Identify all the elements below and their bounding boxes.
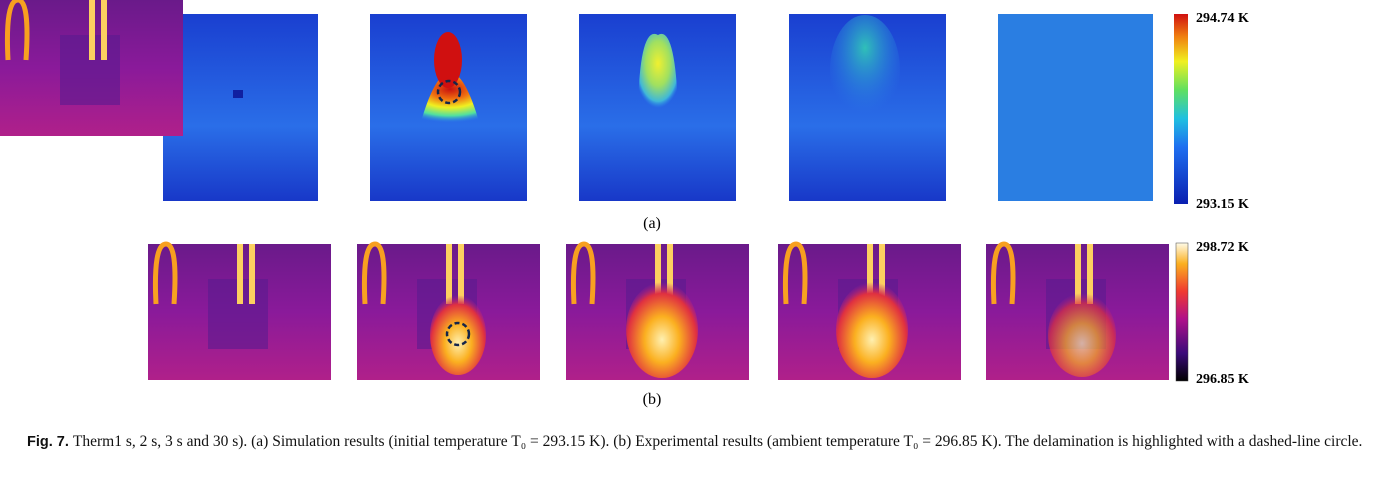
figure: 294.74 K 293.15 K (a) 298.72 K 296.85 K …: [0, 0, 1249, 408]
colorbar-min: 296.85 K: [1196, 372, 1249, 387]
colorbar: [1174, 14, 1188, 204]
caption-label: Fig. 7.: [27, 434, 69, 450]
colorbar-max: 298.72 K: [1196, 240, 1249, 255]
sim-frame: [163, 14, 318, 201]
simulation-row: 294.74 K 293.15 K (a): [163, 11, 1249, 232]
experiment-row: 298.72 K 296.85 K (b): [0, 0, 1249, 408]
colorbar: [1175, 242, 1189, 382]
colorbar-max: 294.74 K: [1196, 11, 1249, 26]
caption-text: Therm1 s, 2 s, 3 s and 30 s). (a) Simula…: [72, 433, 1363, 450]
sim-frame: [998, 14, 1153, 201]
caption: Fig. 7. Therm1 s, 2 s, 3 s and 30 s). (a)…: [27, 430, 1377, 454]
panel-label: (a): [643, 215, 661, 232]
colorbar-min: 293.15 K: [1196, 197, 1249, 212]
panel-label: (b): [643, 391, 662, 408]
